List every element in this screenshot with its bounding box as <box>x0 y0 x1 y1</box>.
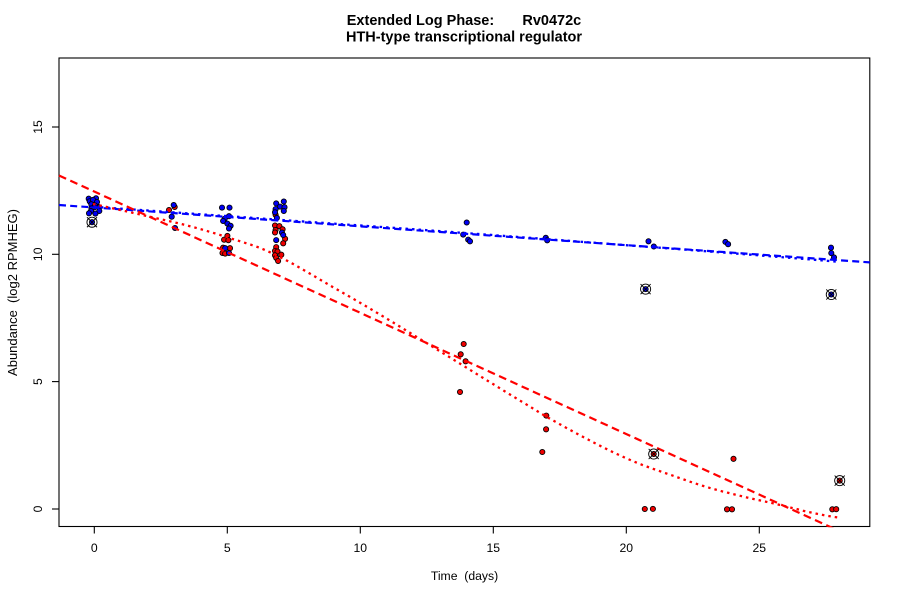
svg-text:15: 15 <box>31 120 45 134</box>
svg-text:10: 10 <box>31 247 45 261</box>
svg-text:0: 0 <box>31 505 45 512</box>
svg-text:Extended Log Phase: Rv04: Extended Log Phase: Rv0472c <box>347 13 582 29</box>
svg-text:HTH-type transcriptional regul: HTH-type transcriptional regulator <box>346 30 582 46</box>
svg-text:5: 5 <box>31 378 45 385</box>
svg-text:0: 0 <box>91 541 98 555</box>
svg-text:20: 20 <box>620 541 634 555</box>
svg-text:Abundance (log2 RPMHEG): Abundance (log2 RPMHEG) <box>5 209 20 376</box>
svg-text:10: 10 <box>354 541 368 555</box>
svg-text:5: 5 <box>224 541 231 555</box>
svg-text:Time (days): Time (days) <box>431 569 498 583</box>
svg-text:25: 25 <box>753 541 767 555</box>
svg-text:15: 15 <box>487 541 501 555</box>
